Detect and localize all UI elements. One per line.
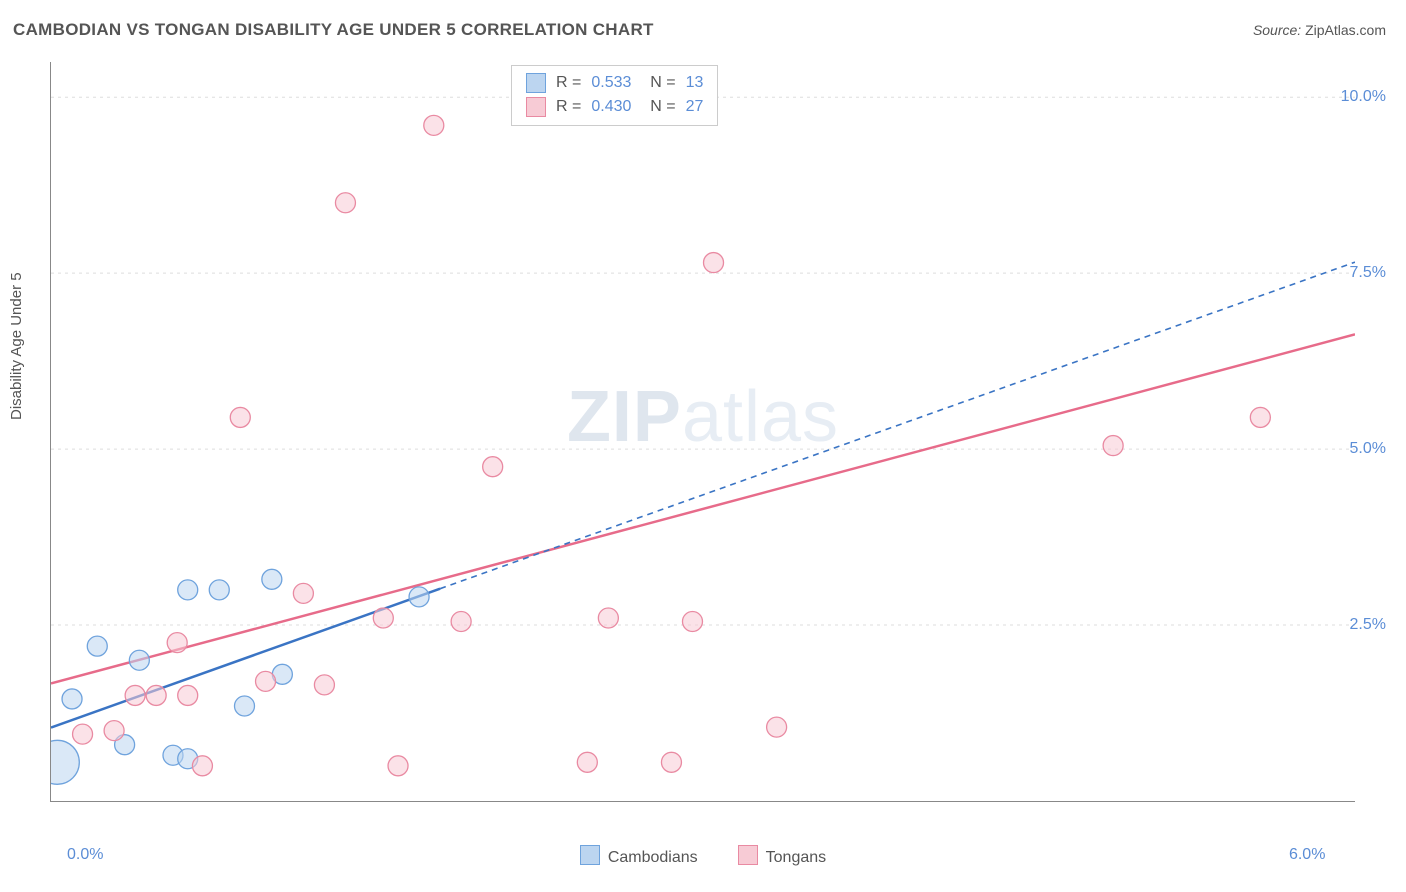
stat-n-label: N = — [641, 71, 675, 95]
legend-item: Cambodians — [580, 845, 698, 867]
stat-swatch — [526, 97, 546, 117]
stat-swatch — [526, 73, 546, 93]
stat-r-label: R = — [556, 71, 581, 95]
y-axis-label: Disability Age Under 5 — [8, 272, 25, 420]
legend-label: Cambodians — [608, 849, 698, 866]
source-attribution: Source: ZipAtlas.com — [1253, 22, 1386, 38]
y-tick-label: 5.0% — [1350, 440, 1386, 458]
legend-item: Tongans — [738, 845, 827, 867]
series-legend: Cambodians Tongans — [0, 845, 1406, 867]
y-tick-label: 7.5% — [1350, 264, 1386, 282]
correlation-stats-box: R = 0.533 N = 13 R = 0.430 N = 27 — [511, 65, 718, 126]
y-tick-label: 2.5% — [1350, 616, 1386, 634]
chart-title: CAMBODIAN VS TONGAN DISABILITY AGE UNDER… — [13, 20, 654, 40]
y-tick-label: 10.0% — [1341, 88, 1386, 106]
legend-label: Tongans — [766, 849, 827, 866]
stat-row: R = 0.533 N = 13 — [526, 71, 703, 95]
legend-swatch — [738, 845, 758, 865]
source-value: ZipAtlas.com — [1305, 22, 1386, 38]
stat-r-label: R = — [556, 95, 581, 119]
stat-n-value: 27 — [686, 95, 704, 119]
stat-n-label: N = — [641, 95, 675, 119]
stat-r-value: 0.533 — [591, 71, 631, 95]
stat-n-value: 13 — [686, 71, 704, 95]
source-label: Source: — [1253, 22, 1301, 38]
legend-swatch — [580, 845, 600, 865]
stat-r-value: 0.430 — [591, 95, 631, 119]
chart-area: ZIPatlas R =0.533 N =13R =0.430 N =27 — [50, 62, 1355, 802]
scatter-plot-svg — [51, 62, 1355, 801]
stat-row: R = 0.430 N = 27 — [526, 95, 703, 119]
